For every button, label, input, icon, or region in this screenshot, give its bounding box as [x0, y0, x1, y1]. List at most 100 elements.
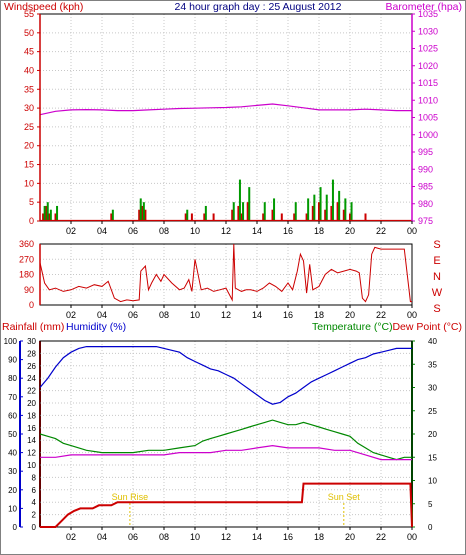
- wind_gust-bar: [263, 202, 266, 221]
- wind_speed-bar: [184, 213, 187, 221]
- top-right-tick-label: 1015: [418, 78, 438, 88]
- rainfall-axis-label: Rainfall (mm): [2, 321, 64, 333]
- mid-xtick-label: 14: [252, 310, 262, 320]
- humidity-tick-label: 90: [8, 356, 17, 365]
- rain-tick-label: 22: [27, 387, 36, 396]
- rain-tick-label: 30: [27, 337, 36, 346]
- wind_gust-bar: [142, 202, 145, 221]
- top-right-tick-label: 1025: [418, 44, 438, 54]
- wind_speed-bar: [212, 213, 215, 221]
- wind_speed-bar: [305, 213, 308, 221]
- wind_speed-bar: [318, 202, 320, 221]
- temp-tick-label: 10: [428, 477, 437, 486]
- top-xtick-label: 20: [345, 226, 355, 236]
- wind_gust-bar: [248, 187, 251, 221]
- top-xtick-label: 22: [376, 226, 386, 236]
- wind-barometer-panel: 0510152025303540455055975980985990995100…: [24, 9, 438, 236]
- rain-tick-label: 10: [27, 461, 36, 470]
- mid-xtick-label: 00: [407, 310, 417, 320]
- temp-tick-label: 25: [428, 407, 437, 416]
- wind_speed-bar: [364, 213, 367, 221]
- temp-tick-label: 35: [428, 360, 437, 369]
- rain-tick-label: 24: [27, 374, 36, 383]
- humidity-tick-label: 40: [8, 449, 17, 458]
- top-xtick-label: 16: [283, 226, 293, 236]
- top-left-tick-label: 45: [24, 47, 34, 57]
- rain-tick-label: 12: [27, 449, 36, 458]
- top-left-tick-label: 25: [24, 122, 34, 132]
- top-left-tick-label: 40: [24, 65, 34, 75]
- bot-xtick-label: 12: [221, 532, 231, 542]
- rain-tick-label: 28: [27, 349, 36, 358]
- top-right-tick-label: 990: [418, 164, 433, 174]
- barometer-line: [39, 103, 412, 116]
- mid-xtick-label: 22: [376, 310, 386, 320]
- wind_speed-bar: [280, 213, 283, 221]
- bot-xtick-label: 06: [128, 532, 138, 542]
- bot-xtick-label: 14: [252, 532, 262, 542]
- wind_speed-bar: [349, 213, 351, 221]
- compass-label: W: [432, 287, 443, 299]
- top-xtick-label: 14: [252, 226, 262, 236]
- mid-tick-label: 0: [29, 300, 34, 310]
- top-xtick-label: 00: [407, 226, 417, 236]
- top-xtick-label: 18: [314, 226, 324, 236]
- bot-xtick-label: 00: [407, 532, 417, 542]
- bot-xtick-label: 18: [314, 532, 324, 542]
- bot-xtick-label: 22: [376, 532, 386, 542]
- rain-tick-label: 16: [27, 424, 36, 433]
- wind_speed-bar: [311, 205, 314, 221]
- wind_gust-bar: [294, 202, 297, 221]
- mid-xtick-label: 02: [66, 310, 76, 320]
- humidity-line: [39, 346, 412, 405]
- rain-tick-label: 8: [32, 473, 37, 482]
- humidity-tick-label: 20: [8, 486, 17, 495]
- top-xtick-label: 12: [221, 226, 231, 236]
- top-right-tick-label: 985: [418, 182, 433, 192]
- temp-humidity-rain-panel: 0102030405060708090100024681012141618202…: [4, 337, 438, 542]
- mid-xtick-label: 06: [128, 310, 138, 320]
- top-xtick-label: 06: [128, 226, 138, 236]
- top-right-tick-label: 1005: [418, 113, 438, 123]
- top-right-tick-label: 1035: [418, 9, 438, 19]
- wind_gust-bar: [238, 179, 241, 221]
- mid-xtick-label: 08: [159, 310, 169, 320]
- humidity-axis-label: Humidity (%): [66, 321, 126, 333]
- wind_gust-bar: [139, 198, 142, 221]
- mid-xtick-label: 04: [97, 310, 107, 320]
- bot-xtick-label: 16: [283, 532, 293, 542]
- humidity-tick-label: 60: [8, 411, 17, 420]
- wind_gust-bar: [325, 194, 328, 221]
- temp-tick-label: 0: [428, 523, 433, 532]
- top-left-tick-label: 15: [24, 160, 34, 170]
- temp-tick-label: 40: [428, 337, 437, 346]
- mid-xtick-label: 10: [190, 310, 200, 320]
- top-left-tick-label: 5: [29, 197, 34, 207]
- wind_speed-bar: [330, 205, 333, 221]
- wind_gust-bar: [49, 209, 52, 221]
- wind_speed-bar: [203, 213, 206, 221]
- humidity-tick-label: 10: [8, 504, 17, 513]
- top-left-tick-label: 55: [24, 9, 34, 19]
- temperature-line: [39, 419, 412, 461]
- mid-tick-label: 90: [24, 285, 34, 295]
- chart-title: 24 hour graph day : 25 August 2012: [175, 1, 342, 13]
- wind_gust-bar: [186, 209, 189, 221]
- rain-tick-label: 6: [32, 486, 37, 495]
- wind_speed-bar: [141, 205, 144, 221]
- sun-annotation: Sun Rise: [112, 492, 149, 502]
- temp-tick-label: 30: [428, 384, 437, 393]
- mid-xtick-label: 20: [345, 310, 355, 320]
- temp-tick-label: 20: [428, 430, 437, 439]
- top-xtick-label: 04: [97, 226, 107, 236]
- humidity-tick-label: 30: [8, 467, 17, 476]
- wind_gust-bar: [313, 194, 316, 221]
- bot-xtick-label: 08: [159, 532, 169, 542]
- temp-tick-label: 5: [428, 500, 433, 509]
- wind_speed-bar: [271, 209, 274, 221]
- wind_speed-bar: [342, 209, 345, 221]
- top-xtick-label: 02: [66, 226, 76, 236]
- top-right-tick-label: 1020: [418, 61, 438, 71]
